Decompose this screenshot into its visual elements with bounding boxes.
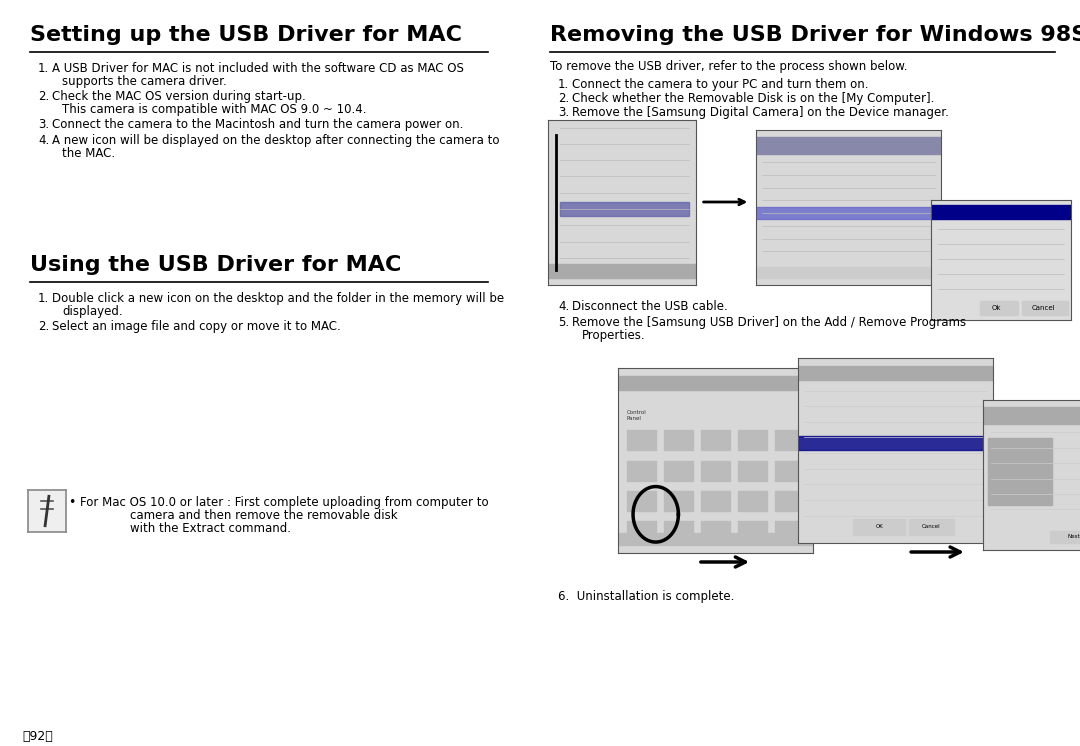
Text: 1.: 1. (558, 78, 569, 91)
Bar (626, 460, 656, 480)
Bar (798, 436, 993, 450)
Text: the MAC.: the MAC. (62, 147, 116, 160)
Text: displayed.: displayed. (62, 305, 123, 318)
Bar (664, 521, 693, 542)
Bar (980, 301, 1017, 315)
Text: 2.: 2. (38, 90, 50, 103)
Bar (775, 521, 805, 542)
Bar (701, 491, 730, 511)
Text: 1.: 1. (38, 292, 50, 305)
Text: Control
Panel: Control Panel (626, 410, 647, 421)
Text: 5.: 5. (558, 316, 569, 329)
Text: Properties.: Properties. (582, 329, 646, 342)
Text: For Mac OS 10.0 or later : First complete uploading from computer to: For Mac OS 10.0 or later : First complet… (80, 496, 488, 509)
Text: 2.: 2. (558, 92, 569, 105)
Text: 3.: 3. (38, 118, 49, 131)
Bar (988, 438, 1052, 505)
Bar (1022, 301, 1068, 315)
Bar (775, 491, 805, 511)
Text: Using the USB Driver for MAC: Using the USB Driver for MAC (30, 255, 402, 275)
Bar (756, 207, 941, 219)
Bar (626, 491, 656, 511)
Bar (618, 377, 813, 390)
Bar (931, 205, 1071, 219)
Text: Next: Next (1068, 534, 1080, 539)
Text: Connect the camera to the Macintosh and turn the camera power on.: Connect the camera to the Macintosh and … (52, 118, 463, 131)
Bar (738, 460, 767, 480)
Text: Connect the camera to your PC and turn them on.: Connect the camera to your PC and turn t… (572, 78, 868, 91)
Bar (664, 430, 693, 451)
Bar (756, 266, 941, 278)
Text: Check the MAC OS version during start-up.: Check the MAC OS version during start-up… (52, 90, 306, 103)
Text: を92ん: を92ん (22, 730, 53, 743)
Text: Setting up the USB Driver for MAC: Setting up the USB Driver for MAC (30, 25, 462, 45)
Bar (559, 202, 689, 216)
Bar (775, 460, 805, 480)
Bar (852, 519, 905, 535)
Text: supports the camera driver.: supports the camera driver. (62, 75, 227, 88)
Text: Disconnect the USB cable.: Disconnect the USB cable. (572, 300, 728, 313)
Text: 1.: 1. (38, 62, 50, 75)
Bar (548, 264, 696, 278)
Text: 4.: 4. (38, 134, 50, 147)
Bar (983, 407, 1080, 424)
Bar (664, 491, 693, 511)
Text: A new icon will be displayed on the desktop after connecting the camera to: A new icon will be displayed on the desk… (52, 134, 499, 147)
Bar (701, 430, 730, 451)
Text: 6.  Uninstallation is complete.: 6. Uninstallation is complete. (558, 590, 734, 603)
Bar (664, 460, 693, 480)
Text: This camera is compatible with MAC OS 9.0 ~ 10.4.: This camera is compatible with MAC OS 9.… (62, 103, 366, 116)
Text: Remove the [Samsung USB Driver] on the Add / Remove Programs: Remove the [Samsung USB Driver] on the A… (572, 316, 967, 329)
Text: with the Extract command.: with the Extract command. (130, 522, 291, 535)
Text: 4.: 4. (558, 300, 569, 313)
Text: Cancel: Cancel (921, 524, 940, 530)
Bar (626, 430, 656, 451)
Bar (738, 491, 767, 511)
Bar (909, 519, 954, 535)
Bar (775, 430, 805, 451)
Text: To remove the USB driver, refer to the process shown below.: To remove the USB driver, refer to the p… (550, 60, 907, 73)
Bar (626, 521, 656, 542)
Text: Ok: Ok (993, 304, 1001, 310)
Bar (1050, 530, 1080, 543)
Bar (701, 460, 730, 480)
Bar (738, 430, 767, 451)
Text: Removing the USB Driver for Windows 98SE: Removing the USB Driver for Windows 98SE (550, 25, 1080, 45)
Text: Double click a new icon on the desktop and the folder in the memory will be: Double click a new icon on the desktop a… (52, 292, 504, 305)
Text: Select an image file and copy or move it to MAC.: Select an image file and copy or move it… (52, 320, 341, 333)
Text: camera and then remove the removable disk: camera and then remove the removable dis… (130, 509, 397, 522)
Text: Cancel: Cancel (1031, 304, 1055, 310)
Bar (738, 521, 767, 542)
Bar (756, 137, 941, 154)
Text: 2.: 2. (38, 320, 50, 333)
Text: OK: OK (876, 524, 883, 530)
Bar (701, 521, 730, 542)
Text: A USB Driver for MAC is not included with the software CD as MAC OS: A USB Driver for MAC is not included wit… (52, 62, 464, 75)
Bar (618, 533, 813, 545)
Text: Remove the [Samsung Digital Camera] on the Device manager.: Remove the [Samsung Digital Camera] on t… (572, 106, 949, 119)
Bar (798, 366, 993, 380)
Text: •: • (68, 496, 76, 509)
Text: 3.: 3. (558, 106, 569, 119)
Text: Check whether the Removable Disk is on the [My Computer].: Check whether the Removable Disk is on t… (572, 92, 934, 105)
